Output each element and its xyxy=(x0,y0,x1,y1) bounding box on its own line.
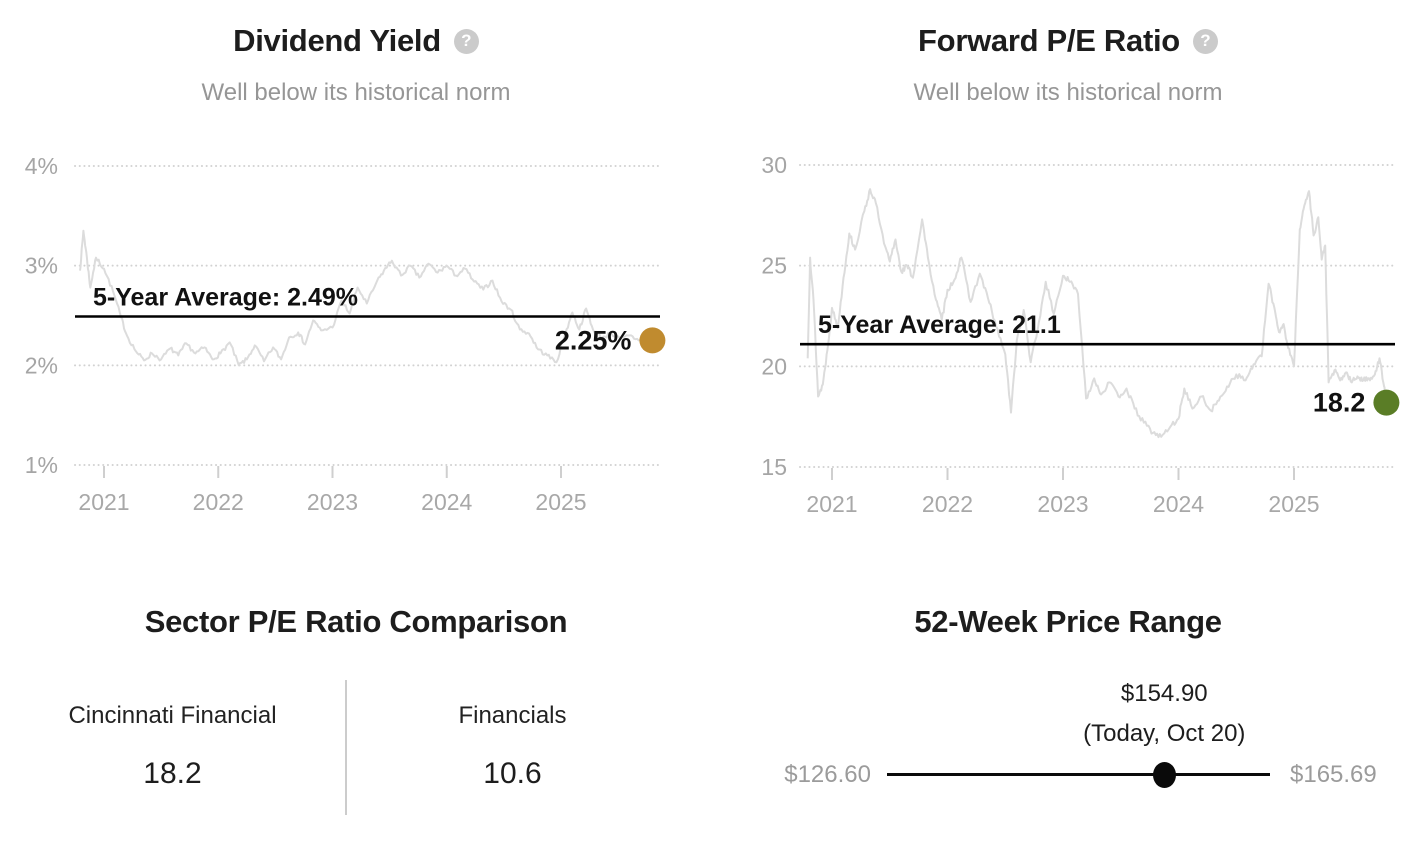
range-thumb[interactable] xyxy=(1152,762,1176,788)
y-axis-tick-label: 25 xyxy=(761,253,787,279)
dividend-yield-chart-canvas[interactable]: 4% 3% 2% 1% 2021 2022 2023 2024 2025 5-Year Avera… xyxy=(0,120,712,540)
quadrant-sector-comparison: Sector P/E Ratio Comparison Cincinnati F… xyxy=(0,560,712,846)
average-label: 5-Year Average: 2.49% xyxy=(93,283,358,311)
y-axis-tick-label: 2% xyxy=(25,352,58,378)
current-value-label: 18.2 xyxy=(1313,388,1366,418)
current-value-label: 2.25% xyxy=(555,325,632,355)
y-axis-tick-label: 15 xyxy=(761,454,787,480)
chart-title: Dividend Yield xyxy=(233,23,441,58)
help-icon[interactable]: ? xyxy=(1192,28,1218,54)
x-axis-tick-label: 2024 xyxy=(1153,491,1204,517)
chart-title: Forward P/E Ratio xyxy=(918,23,1180,58)
sector-column-value: 10.6 xyxy=(483,757,542,790)
current-value-dot xyxy=(639,327,666,354)
price-range-title: 52-Week Price Range xyxy=(914,604,1222,639)
x-axis-tick-label: 2024 xyxy=(421,489,472,515)
quadrant-dividend-yield: Dividend Yield ? Well below its historic… xyxy=(0,0,712,560)
y-axis-tick-label: 3% xyxy=(25,253,58,279)
current-price: $154.90 xyxy=(1120,680,1208,707)
sector-comparison-title: Sector P/E Ratio Comparison xyxy=(144,604,568,639)
chart-header: Forward P/E Ratio ? xyxy=(712,22,1424,60)
current-price-group: $154.90 (Today, Oct 20) xyxy=(1083,677,1245,751)
sector-column-label: Cincinnati Financial xyxy=(68,702,277,729)
y-axis-tick-label: 20 xyxy=(761,353,787,379)
y-axis-tick-label: 1% xyxy=(25,452,58,478)
y-axis-tick-label: 4% xyxy=(25,153,58,179)
quadrant-price-range: 52-Week Price Range $154.90 (Today, Oct … xyxy=(712,560,1424,846)
help-icon[interactable]: ? xyxy=(453,28,479,54)
quadrant-forward-pe: Forward P/E Ratio ? Well below its histo… xyxy=(712,0,1424,560)
x-axis-tick-label: 2022 xyxy=(922,491,973,517)
x-axis-tick-label: 2025 xyxy=(535,489,586,515)
sector-column-label: Financials xyxy=(458,702,567,729)
x-axis-tick-label: 2025 xyxy=(1268,491,1319,517)
x-axis-tick-label: 2023 xyxy=(307,489,358,515)
y-axis-tick-label: 30 xyxy=(761,152,787,178)
x-axis-tick-label: 2021 xyxy=(78,489,129,515)
x-axis-tick-label: 2022 xyxy=(193,489,244,515)
x-axis-tick-label: 2021 xyxy=(806,491,857,517)
chart-subtitle: Well below its historical norm xyxy=(913,79,1223,106)
series-line xyxy=(806,188,1388,439)
chart-subtitle: Well below its historical norm xyxy=(201,79,511,106)
column-divider xyxy=(345,680,347,815)
sector-column-sector: Financials 10.6 xyxy=(345,560,680,846)
series-line xyxy=(79,229,654,367)
sector-column-value: 18.2 xyxy=(143,757,202,790)
current-value-dot xyxy=(1373,389,1400,416)
range-high-label: $165.69 xyxy=(1290,761,1377,788)
x-axis-tick-label: 2023 xyxy=(1037,491,1088,517)
range-track xyxy=(887,773,1270,776)
sector-column-company: Cincinnati Financial 18.2 xyxy=(0,560,345,846)
average-label: 5-Year Average: 21.1 xyxy=(818,311,1061,339)
forward-pe-chart-canvas[interactable]: 30 25 20 15 2021 2022 2023 2024 2025 5-Year Avera… xyxy=(712,120,1424,540)
chart-header: Dividend Yield ? xyxy=(0,22,712,60)
current-price-note: (Today, Oct 20) xyxy=(1083,720,1246,747)
range-low-label: $126.60 xyxy=(784,761,871,788)
